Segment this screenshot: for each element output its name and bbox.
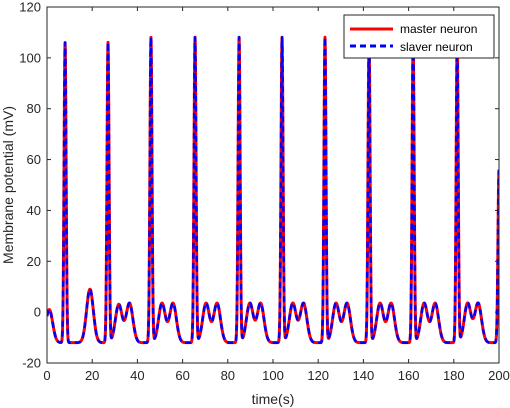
x-tick-label: 120 xyxy=(307,368,329,383)
plot-area xyxy=(47,7,499,363)
y-tick-labels: -20 0 20 40 60 80 100 120 xyxy=(19,0,41,371)
plot-frame xyxy=(46,6,500,364)
y-tick-label: 40 xyxy=(27,203,41,218)
legend-label-slaver-neuron: slaver neuron xyxy=(400,40,473,54)
legend-label-master-neuron: master neuron xyxy=(400,22,477,36)
x-tick-label: 80 xyxy=(221,368,235,383)
y-tick-label: 20 xyxy=(27,254,41,269)
legend-box xyxy=(343,14,495,59)
x-tick-label: 160 xyxy=(398,368,420,383)
x-tick-label: 20 xyxy=(85,368,99,383)
y-tick-label: 100 xyxy=(19,50,41,65)
y-tick-label: -20 xyxy=(22,356,41,371)
x-tick-label: 40 xyxy=(130,368,144,383)
x-tick-label: 140 xyxy=(353,368,375,383)
y-tick-label: 60 xyxy=(27,152,41,167)
y-tick-label: 120 xyxy=(19,0,41,15)
series-lines xyxy=(47,35,499,345)
y-axis-label: Membrane potential (mV) xyxy=(0,106,16,264)
y-tick-label: 0 xyxy=(34,305,41,320)
x-tick-label: 180 xyxy=(443,368,465,383)
x-tick-label: 200 xyxy=(488,368,510,383)
series-line-slaver-neuron xyxy=(47,35,499,344)
x-tick-label: 0 xyxy=(43,368,50,383)
x-tick-label: 60 xyxy=(175,368,189,383)
x-tick-label: 100 xyxy=(262,368,284,383)
y-tick-label: 80 xyxy=(27,101,41,116)
legend: master neuron slaver neuron xyxy=(343,14,495,59)
x-tick-labels: 0 20 40 60 80 100 120 140 160 180 200 xyxy=(43,368,509,383)
x-axis-label: time(s) xyxy=(252,391,295,407)
